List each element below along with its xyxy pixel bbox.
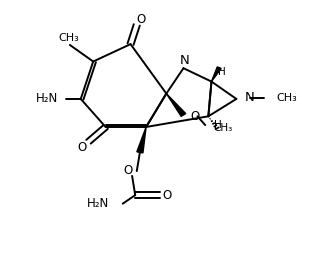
Polygon shape: [211, 67, 221, 82]
Text: O: O: [123, 164, 133, 177]
Text: CH₃: CH₃: [277, 93, 298, 103]
Text: H₂N: H₂N: [87, 197, 109, 210]
Text: N: N: [180, 54, 190, 67]
Text: H: H: [214, 120, 222, 130]
Text: O: O: [162, 189, 171, 202]
Polygon shape: [137, 127, 146, 153]
Text: H₂N: H₂N: [36, 92, 58, 105]
Text: CH₃: CH₃: [59, 33, 80, 43]
Text: CH₃: CH₃: [213, 123, 232, 133]
Text: O: O: [137, 12, 146, 26]
Polygon shape: [166, 94, 186, 116]
Text: O: O: [190, 110, 200, 123]
Text: O: O: [77, 141, 86, 154]
Text: H: H: [218, 67, 225, 77]
Text: N: N: [245, 91, 255, 104]
